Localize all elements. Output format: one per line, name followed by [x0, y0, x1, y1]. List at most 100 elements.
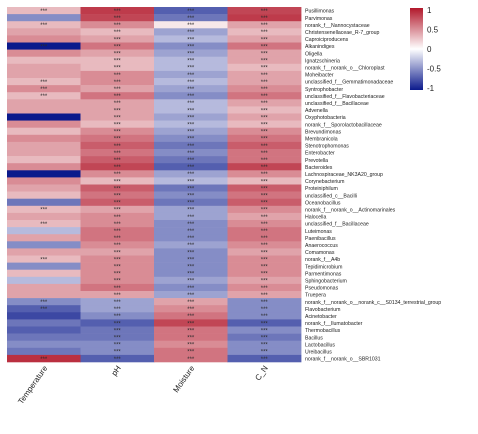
- significance-marker: ***: [261, 208, 269, 214]
- heatmap-cell: [80, 347, 155, 356]
- heatmap-cell: [227, 70, 302, 79]
- heatmap-cell: [7, 14, 81, 22]
- heatmap-cell: [154, 7, 228, 15]
- significance-marker: ***: [187, 243, 195, 249]
- row-label: Corynebacterium: [305, 179, 345, 185]
- significance-marker: ***: [114, 87, 122, 93]
- significance-marker: ***: [114, 279, 122, 285]
- significance-marker: ***: [187, 52, 195, 58]
- heatmap-cell: [227, 227, 302, 235]
- heatmap-cell: [227, 56, 302, 65]
- heatmap-cell: [7, 49, 81, 57]
- heatmap-cell: [154, 63, 228, 72]
- heatmap-cell: [7, 298, 81, 306]
- heatmap-cell: [154, 212, 228, 221]
- significance-marker: ***: [114, 151, 122, 157]
- significance-marker: ***: [187, 336, 195, 342]
- significance-marker: ***: [261, 94, 269, 100]
- significance-marker: ***: [187, 158, 195, 164]
- significance-marker: ***: [187, 272, 195, 278]
- significance-marker: ***: [114, 236, 122, 242]
- heatmap-cell: [7, 134, 81, 143]
- heatmap-cell: [154, 56, 228, 65]
- heatmap-cell: [154, 340, 228, 349]
- heatmap-cell: [80, 149, 155, 157]
- significance-marker: ***: [261, 66, 269, 72]
- heatmap-cell: [7, 347, 81, 356]
- heatmap-cell: [7, 283, 81, 292]
- significance-marker: ***: [114, 314, 122, 320]
- heatmap-cell: [227, 78, 302, 86]
- significance-marker: ***: [187, 229, 195, 235]
- heatmap-cell: [227, 149, 302, 157]
- heatmap-cell: [7, 276, 81, 285]
- significance-marker: ***: [261, 222, 269, 228]
- significance-marker: ***: [114, 158, 122, 164]
- heatmap-cell: [7, 220, 81, 228]
- significance-marker: ***: [114, 286, 122, 292]
- heatmap-cell: [154, 220, 228, 228]
- significance-marker: ***: [114, 94, 122, 100]
- significance-marker: ***: [187, 215, 195, 221]
- legend-color-bar: [410, 8, 423, 90]
- heatmap-cell: [227, 205, 302, 214]
- heatmap-cell: [227, 255, 302, 263]
- row-label: unclassified_f__Bacillaceae: [305, 101, 369, 107]
- heatmap-cell: [227, 220, 302, 228]
- heatmap-cell: [227, 319, 302, 327]
- heatmap-cell: [80, 269, 155, 278]
- significance-marker: ***: [187, 328, 195, 334]
- heatmap-cell: [80, 134, 155, 143]
- heatmap-cell: [7, 163, 81, 171]
- heatmap-cell: [7, 7, 81, 15]
- heatmap-cell: [80, 120, 155, 128]
- significance-marker: ***: [114, 208, 122, 214]
- row-label: unclassified_c__Bacilli: [305, 193, 357, 199]
- heatmap-cell: [154, 177, 228, 185]
- heatmap-cell: [227, 326, 302, 334]
- heatmap-cell: [7, 120, 81, 128]
- significance-marker: ***: [114, 179, 122, 185]
- heatmap-cell: [7, 85, 81, 93]
- significance-marker: ***: [261, 300, 269, 306]
- heatmap-cells: [7, 7, 302, 363]
- significance-marker: ***: [40, 300, 48, 306]
- row-label: norank_f__Sporolactobacillaceae: [305, 122, 382, 128]
- color-legend: 1 0.5 0 -0.5 -1: [410, 6, 441, 93]
- significance-marker: ***: [114, 265, 122, 271]
- significance-marker: ***: [114, 44, 122, 50]
- significance-marker: ***: [261, 87, 269, 93]
- heatmap-cell: [154, 49, 228, 57]
- significance-marker: ***: [114, 350, 122, 356]
- heatmap-cell: [154, 99, 228, 107]
- heatmap-cell: [227, 49, 302, 57]
- heatmap-cell: [154, 191, 228, 199]
- heatmap-cell: [80, 163, 155, 171]
- heatmap-cell: [80, 56, 155, 65]
- significance-marker: ***: [187, 144, 195, 150]
- heatmap-cell: [80, 234, 155, 242]
- significance-marker: ***: [261, 137, 269, 143]
- heatmap-cell: [154, 198, 228, 207]
- heatmap-cell: [154, 248, 228, 256]
- significance-marker: ***: [187, 179, 195, 185]
- heatmap-cell: [227, 305, 302, 313]
- column-label: pH: [110, 364, 123, 378]
- significance-marker: ***: [114, 16, 122, 22]
- significance-marker: ***: [261, 293, 269, 299]
- row-label: Lactobacillus: [305, 342, 335, 348]
- significance-marker: ***: [261, 108, 269, 114]
- significance-marker: ***: [187, 314, 195, 320]
- significance-marker: ***: [114, 137, 122, 143]
- significance-marker: ***: [40, 94, 48, 100]
- heatmap-cell: [154, 106, 228, 114]
- heatmap-cell: [80, 212, 155, 221]
- heatmap-cell: [227, 92, 302, 100]
- significance-marker: ***: [114, 328, 122, 334]
- significance-marker: ***: [187, 279, 195, 285]
- significance-marker: ***: [187, 265, 195, 271]
- heatmap-cell: [80, 312, 155, 320]
- heatmap-cell: [80, 21, 155, 29]
- significance-marker: ***: [40, 208, 48, 214]
- row-label: Oceanobacillus: [305, 200, 341, 206]
